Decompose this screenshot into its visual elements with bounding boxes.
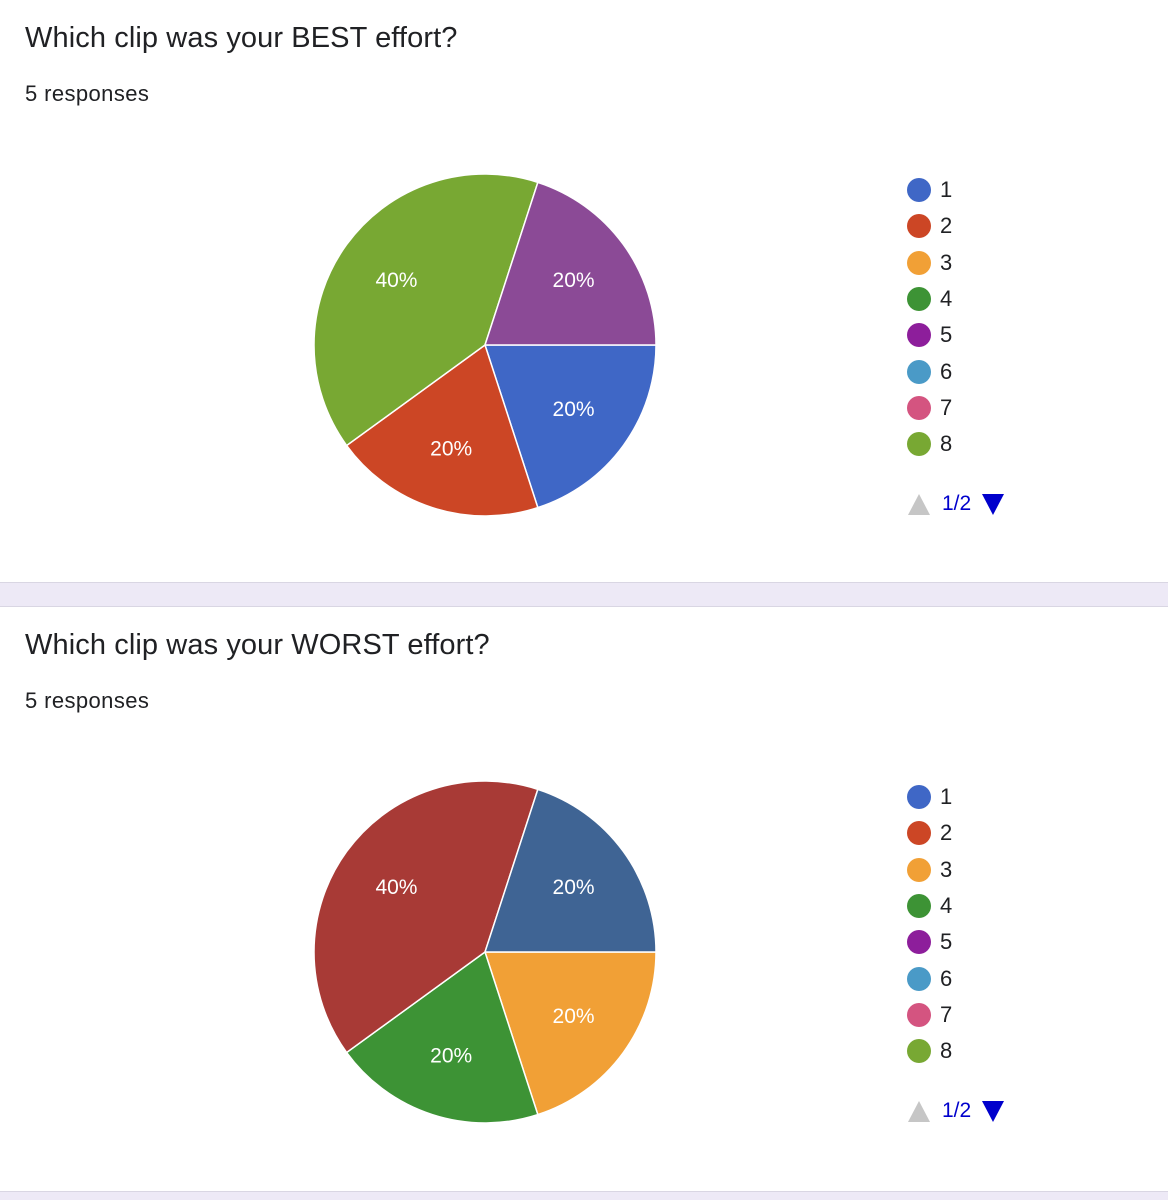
legend-color-dot-icon <box>907 214 931 239</box>
legend-color-dot-icon <box>907 323 931 348</box>
slice-percent-label: 20% <box>553 398 595 421</box>
legend-label: 8 <box>940 1038 953 1064</box>
legend-color-dot-icon <box>907 857 931 882</box>
legend-item: 7 <box>907 390 952 426</box>
legend-label: 3 <box>940 249 953 275</box>
legend-color-dot-icon <box>907 287 931 312</box>
question-title: Which clip was your WORST effort? <box>25 629 490 661</box>
legend-color-dot-icon <box>907 250 931 275</box>
legend-label: 4 <box>940 893 953 919</box>
pie-slice[interactable] <box>313 780 539 1054</box>
legend-item: 8 <box>907 426 952 462</box>
legend-label: 2 <box>940 213 953 239</box>
slice-percent-label: 20% <box>553 1005 595 1028</box>
pie-slice[interactable] <box>483 951 657 1116</box>
legend-item: 5 <box>907 317 952 353</box>
pie-slice[interactable] <box>483 788 657 953</box>
slice-percent-label: 40% <box>375 876 417 899</box>
slice-percent-label: 20% <box>430 1045 472 1068</box>
legend-item: 1 <box>907 172 952 208</box>
legend: 1 2 3 4 5 6 7 8 <box>907 779 952 1069</box>
legend-color-dot-icon <box>907 432 931 457</box>
legend-color-dot-icon <box>907 894 931 919</box>
response-count: 5 responses <box>25 688 150 713</box>
legend-item: 7 <box>907 997 952 1033</box>
legend-label: 6 <box>940 965 953 991</box>
pie-slice[interactable] <box>345 950 539 1124</box>
legend-item: 3 <box>907 852 952 888</box>
legend-item: 4 <box>907 888 952 924</box>
legend-label: 6 <box>940 358 953 384</box>
legend-label: 5 <box>940 929 953 955</box>
legend-color-dot-icon <box>907 930 931 955</box>
slice-percent-label: 20% <box>553 269 595 292</box>
legend-label: 3 <box>940 856 953 882</box>
question-card-worst: Which clip was your WORST effort? 5 resp… <box>0 607 1168 1191</box>
legend-item: 1 <box>907 779 952 815</box>
legend-label: 1 <box>940 784 953 810</box>
page-up-icon[interactable] <box>908 1100 930 1122</box>
pie-chart: 20% 20% 40% 20% <box>313 780 657 1124</box>
question-card-best: Which clip was your BEST effort? 5 respo… <box>0 0 1168 582</box>
pie-slice[interactable] <box>313 173 539 447</box>
legend-color-dot-icon <box>907 1039 931 1064</box>
legend-label: 7 <box>940 394 953 420</box>
legend-color-dot-icon <box>907 395 931 420</box>
slice-percent-label: 20% <box>430 438 472 461</box>
legend-pager: 1/2 <box>908 1099 1005 1123</box>
slice-percent-label: 40% <box>375 269 417 292</box>
legend-color-dot-icon <box>907 178 931 203</box>
pie-slice[interactable] <box>483 344 657 509</box>
legend-color-dot-icon <box>907 359 931 384</box>
page-indicator: 1/2 <box>942 1099 972 1122</box>
legend-label: 2 <box>940 820 953 846</box>
response-count: 5 responses <box>25 81 150 106</box>
legend-label: 1 <box>940 177 953 203</box>
legend-color-dot-icon <box>907 821 931 846</box>
question-title: Which clip was your BEST effort? <box>25 22 458 54</box>
page-up-icon[interactable] <box>908 493 930 515</box>
legend-item: 8 <box>907 1033 952 1069</box>
legend-item: 2 <box>907 815 952 851</box>
legend-item: 6 <box>907 960 952 996</box>
legend-color-dot-icon <box>907 966 931 991</box>
legend-color-dot-icon <box>907 785 931 810</box>
pie-slice[interactable] <box>483 181 657 346</box>
legend-color-dot-icon <box>907 1002 931 1027</box>
page-indicator: 1/2 <box>942 492 972 515</box>
page-down-icon[interactable] <box>982 1100 1005 1122</box>
legend-label: 4 <box>940 286 953 312</box>
page-down-icon[interactable] <box>982 493 1005 515</box>
pie-chart: 20% 20% 40% 20% <box>313 173 657 517</box>
card-separator <box>0 582 1168 607</box>
card-separator <box>0 1191 1168 1200</box>
legend-item: 6 <box>907 353 952 389</box>
legend: 1 2 3 4 5 6 7 8 <box>907 172 952 462</box>
legend-item: 3 <box>907 245 952 281</box>
pie-slice[interactable] <box>345 343 539 517</box>
legend-label: 7 <box>940 1001 953 1027</box>
legend-label: 5 <box>940 322 953 348</box>
slice-percent-label: 20% <box>553 876 595 899</box>
legend-item: 5 <box>907 924 952 960</box>
legend-item: 4 <box>907 281 952 317</box>
legend-pager: 1/2 <box>908 492 1005 516</box>
legend-label: 8 <box>940 431 953 457</box>
legend-item: 2 <box>907 208 952 244</box>
